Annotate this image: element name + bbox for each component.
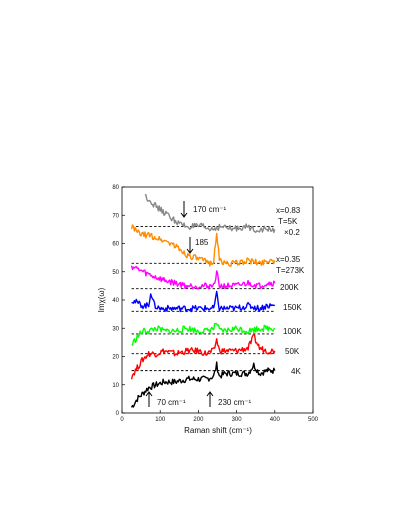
series-line (144, 194, 276, 234)
x-tick-label: 200 (193, 417, 204, 423)
label-100k: 100K (283, 327, 302, 336)
annotation-70: 70 cm⁻¹ (157, 398, 186, 407)
y-tick-label: 10 (112, 383, 119, 389)
spectra (130, 194, 276, 408)
y-tick-label: 30 (112, 326, 119, 332)
arrow-230 (206, 391, 214, 407)
label-gray-t: T=5K (278, 217, 298, 226)
arrow-170 (180, 201, 188, 218)
x-tick-label: 0 (120, 417, 124, 423)
series-line (130, 265, 276, 290)
y-tick-label: 70 (112, 213, 119, 219)
label-200k: 200K (280, 283, 299, 292)
series-line (130, 224, 276, 267)
annotation-170: 170 cm⁻¹ (193, 205, 226, 214)
y-tick-label: 50 (112, 270, 119, 276)
series-line (131, 322, 276, 346)
y-tick-label: 80 (112, 185, 119, 191)
x-axis-label: Raman shift (cm⁻¹) (184, 426, 252, 435)
x-tick-label: 500 (308, 417, 319, 423)
label-50k: 50K (285, 347, 300, 356)
label-4k: 4K (291, 367, 301, 376)
arrow-70 (145, 391, 153, 407)
x-tick-label: 100 (155, 417, 166, 423)
series-line (131, 290, 276, 313)
y-tick-label: 40 (112, 298, 119, 304)
series-line (130, 333, 276, 380)
annotation-230: 230 cm⁻¹ (218, 398, 251, 407)
y-tick-label: 20 (112, 355, 119, 361)
series-line (130, 361, 276, 408)
label-gray-x: x=0.83 (276, 206, 301, 215)
y-tick-label: 0 (116, 411, 120, 417)
y-tick-label: 60 (112, 242, 119, 248)
label-orange-t: T=273K (276, 266, 305, 275)
label-gray-scale: ×0.2 (284, 228, 300, 237)
x-tick-label: 400 (270, 417, 281, 423)
x-tick-label: 300 (232, 417, 243, 423)
annotation-185: 185 (195, 238, 209, 247)
label-orange-x: x=0.35 (276, 255, 301, 264)
y-axis-label: Imχ(ω) (97, 287, 106, 312)
label-150k: 150K (283, 303, 302, 312)
axis-ticks: 0 100 200 300 400 500 0 10 20 30 40 50 60 70 80 (112, 185, 318, 423)
arrow-185 (186, 237, 194, 254)
